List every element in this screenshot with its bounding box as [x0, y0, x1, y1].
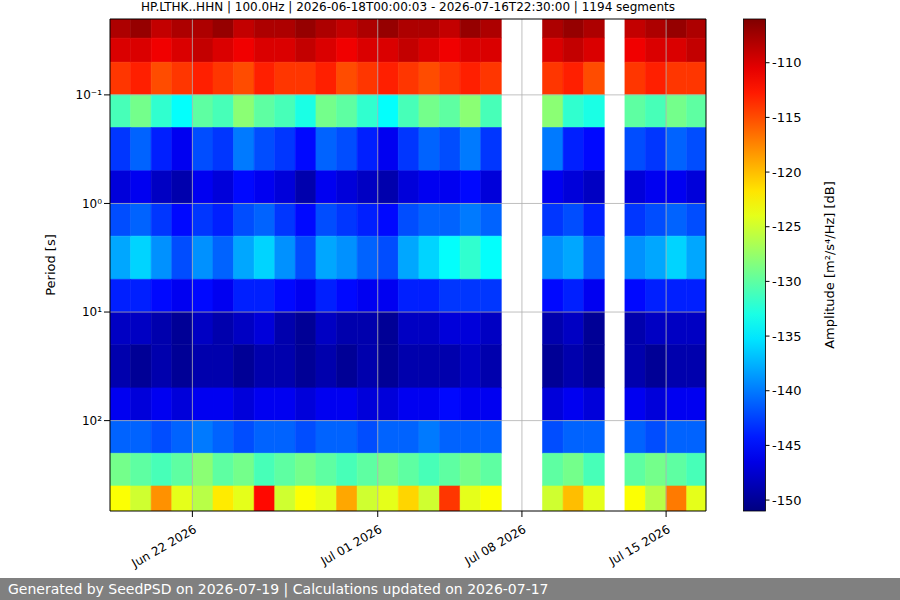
svg-text:10⁻¹: 10⁻¹	[76, 88, 103, 102]
svg-text:10¹: 10¹	[82, 305, 102, 319]
svg-text:-110: -110	[772, 55, 802, 70]
svg-text:-125: -125	[772, 219, 802, 234]
svg-text:-145: -145	[772, 438, 802, 453]
svg-text:-115: -115	[772, 110, 802, 125]
svg-text:Period [s]: Period [s]	[43, 234, 58, 296]
svg-text:10⁰: 10⁰	[82, 197, 102, 211]
svg-text:-130: -130	[772, 274, 802, 289]
svg-text:Amplitude [m²/s⁴/Hz] [dB]: Amplitude [m²/s⁴/Hz] [dB]	[822, 181, 837, 349]
svg-text:10²: 10²	[82, 414, 102, 428]
svg-text:-120: -120	[772, 165, 802, 180]
svg-text:-140: -140	[772, 383, 802, 398]
svg-text:Jul 15 2026: Jul 15 2026	[606, 522, 673, 569]
svg-text:Jun 22 2026: Jun 22 2026	[129, 522, 199, 571]
svg-text:-135: -135	[772, 329, 802, 344]
html-text:HP.LTHK..HHN | 100.0Hz | 2026-: HP.LTHK..HHN | 100.0Hz | 2026-06-18T00:0…	[141, 0, 675, 14]
svg-text:-150: -150	[772, 493, 802, 508]
svg-text:Jul 01 2026: Jul 01 2026	[318, 522, 385, 569]
html-text:Generated by SeedPSD on 2026-0: Generated by SeedPSD on 2026-07-19 | Cal…	[8, 581, 549, 597]
svg-text:Jul 08 2026: Jul 08 2026	[462, 522, 529, 569]
